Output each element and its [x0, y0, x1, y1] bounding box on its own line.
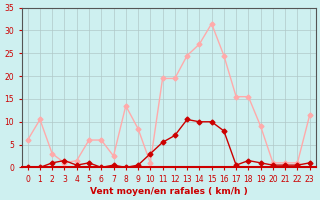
X-axis label: Vent moyen/en rafales ( km/h ): Vent moyen/en rafales ( km/h ): [90, 187, 248, 196]
